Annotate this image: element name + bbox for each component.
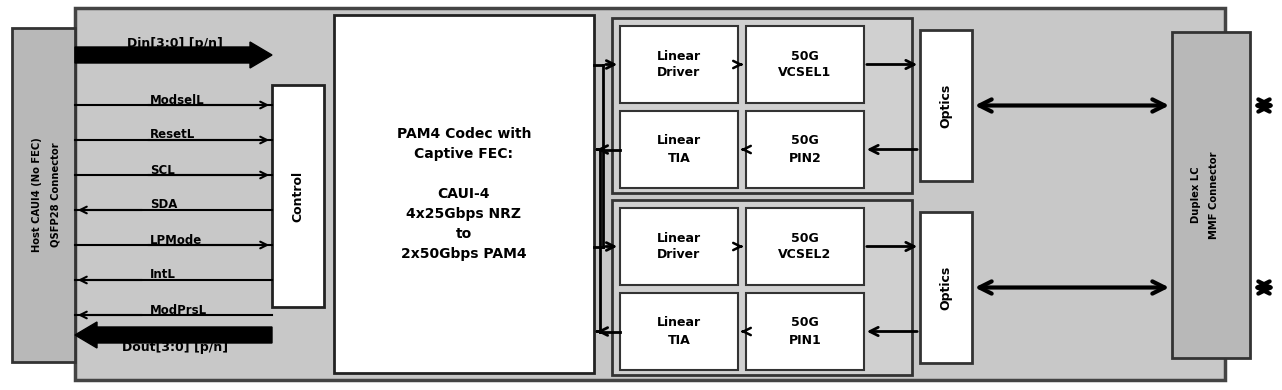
Polygon shape bbox=[76, 322, 272, 348]
Bar bbox=[612, 200, 912, 375]
Bar bbox=[335, 15, 594, 373]
Text: IntL: IntL bbox=[150, 268, 176, 282]
Bar bbox=[76, 8, 1226, 380]
Text: 50G
VCSEL1: 50G VCSEL1 bbox=[778, 50, 832, 80]
Bar bbox=[612, 18, 912, 193]
Bar bbox=[746, 293, 864, 370]
Text: ModselL: ModselL bbox=[150, 94, 205, 106]
Text: Host CAUI4 (No FEC): Host CAUI4 (No FEC) bbox=[32, 138, 42, 252]
Bar bbox=[620, 293, 738, 370]
Text: Linear
TIA: Linear TIA bbox=[656, 317, 701, 346]
Text: Linear
TIA: Linear TIA bbox=[656, 135, 701, 165]
Bar bbox=[620, 208, 738, 285]
Bar bbox=[12, 28, 76, 362]
Text: Optics: Optics bbox=[940, 265, 953, 310]
Text: Linear
Driver: Linear Driver bbox=[656, 50, 701, 80]
Bar bbox=[746, 208, 864, 285]
Text: LPMode: LPMode bbox=[150, 234, 203, 246]
Bar bbox=[746, 26, 864, 103]
Text: Duplex LC: Duplex LC bbox=[1191, 167, 1201, 223]
Bar bbox=[746, 111, 864, 188]
Text: Din[3:0] [p/n]: Din[3:0] [p/n] bbox=[127, 37, 223, 50]
Text: MMF Connector: MMF Connector bbox=[1209, 151, 1219, 239]
Text: QSFP28 Connector: QSFP28 Connector bbox=[50, 143, 60, 247]
Bar bbox=[620, 26, 738, 103]
Polygon shape bbox=[76, 42, 272, 68]
Bar bbox=[272, 85, 324, 307]
Bar bbox=[1172, 32, 1250, 358]
Bar bbox=[920, 212, 972, 363]
Text: Control: Control bbox=[291, 170, 305, 222]
Text: PAM4 Codec with
Captive FEC:

CAUI-4
4x25Gbps NRZ
to
2x50Gbps PAM4: PAM4 Codec with Captive FEC: CAUI-4 4x25… bbox=[396, 127, 531, 261]
Text: ModPrsL: ModPrsL bbox=[150, 303, 208, 317]
Text: SDA: SDA bbox=[150, 199, 177, 211]
Text: Dout[3:0] [p/n]: Dout[3:0] [p/n] bbox=[122, 340, 228, 353]
Text: Optics: Optics bbox=[940, 83, 953, 128]
Text: SCL: SCL bbox=[150, 163, 174, 177]
Text: 50G
VCSEL2: 50G VCSEL2 bbox=[778, 232, 832, 262]
Text: 50G
PIN1: 50G PIN1 bbox=[788, 317, 822, 346]
Bar bbox=[620, 111, 738, 188]
Text: Linear
Driver: Linear Driver bbox=[656, 232, 701, 262]
Bar bbox=[920, 30, 972, 181]
Text: ResetL: ResetL bbox=[150, 128, 195, 142]
Text: 50G
PIN2: 50G PIN2 bbox=[788, 135, 822, 165]
